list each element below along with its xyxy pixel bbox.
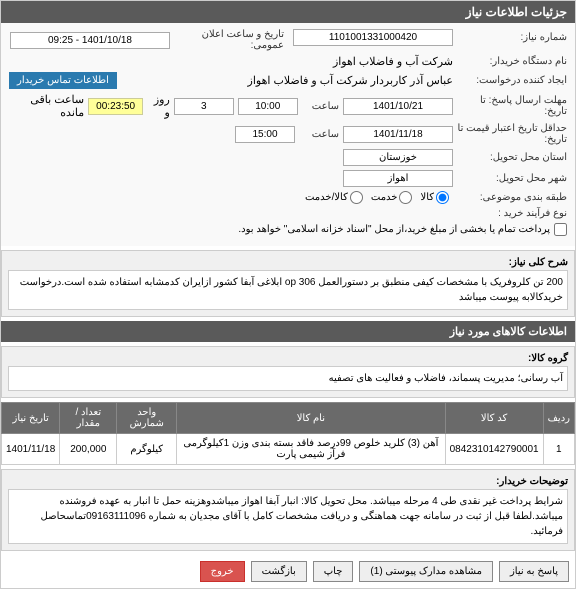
process-label: نوع فرآیند خرید :: [457, 208, 567, 219]
table-cell: آهن (3) کلرید خلوص 99درصد فاقد بسته بندی…: [177, 434, 445, 465]
timer-suffix: ساعت باقی مانده: [9, 93, 84, 119]
province-label: استان محل تحویل:: [457, 152, 567, 163]
print-button[interactable]: چاپ: [313, 561, 354, 582]
back-button[interactable]: بازگشت: [251, 561, 307, 582]
deadline-date: 1401/10/21: [343, 98, 453, 115]
buyer-org-value: شرکت آب و فاضلاب اهواز: [333, 55, 453, 68]
buyer-org-label: نام دستگاه خریدار:: [457, 56, 567, 67]
table-cell: 0842310142790001: [445, 434, 543, 465]
table-cell: 200,000: [60, 434, 117, 465]
deadline-label: مهلت ارسال پاسخ: تا تاریخ:: [457, 95, 567, 117]
city-label: شهر محل تحویل:: [457, 173, 567, 184]
table-header: تعداد / مقدار: [60, 403, 117, 434]
radio-both[interactable]: کالا/خدمت: [305, 191, 363, 204]
panel-title: جزئیات اطلاعات نیاز: [1, 1, 575, 23]
deadline-time: 10:00: [238, 98, 298, 115]
table-cell: 1: [543, 434, 574, 465]
time-label-2: ساعت: [299, 129, 339, 140]
items-header: اطلاعات کالاهای مورد نیاز: [1, 321, 575, 342]
radio-goods-input[interactable]: [436, 191, 449, 204]
validity-time: 15:00: [235, 126, 295, 143]
notes-label: توضیحات خریدار:: [8, 476, 568, 487]
notes-text: شرایط پرداخت غیر نقدی طی 4 مرحله میباشد.…: [8, 489, 568, 544]
announce-date-value: 1401/10/18 - 09:25: [10, 32, 170, 49]
table-header: نام کالا: [177, 403, 445, 434]
group-label: گروه کالا:: [8, 353, 568, 364]
category-label: طبقه بندی موضوعی:: [457, 192, 567, 203]
desc-text: 200 تن کلروفریک با مشخصات کیفی منطبق بر …: [8, 270, 568, 310]
table-row: 10842310142790001آهن (3) کلرید خلوص 99در…: [2, 434, 575, 465]
province-value: خوزستان: [343, 149, 453, 166]
table-cell: 1401/11/18: [2, 434, 60, 465]
requester-label: ایجاد کننده درخواست:: [457, 75, 567, 86]
countdown-timer: 00:23:50: [88, 98, 143, 115]
days-label: روز و: [147, 93, 170, 119]
items-table: ردیفکد کالانام کالاواحد شمارشتعداد / مقد…: [1, 402, 575, 465]
reply-button[interactable]: پاسخ به نیاز: [499, 561, 569, 582]
radio-service-input[interactable]: [399, 191, 412, 204]
table-header: تاریخ نیاز: [2, 403, 60, 434]
table-cell: کیلوگرم: [117, 434, 177, 465]
requester-value: عباس آذر کاربردار شرکت آب و فاضلاب اهواز: [248, 74, 453, 87]
desc-label: شرح کلی نیاز:: [8, 257, 568, 268]
announce-date-label: تاریخ و ساعت اعلان عمومی:: [174, 29, 284, 51]
time-label-1: ساعت: [302, 101, 339, 112]
table-header: ردیف: [543, 403, 574, 434]
validity-date: 1401/11/18: [343, 126, 453, 143]
radio-both-input[interactable]: [350, 191, 363, 204]
validity-label: حداقل تاریخ اعتبار قیمت تا تاریخ:: [457, 123, 567, 145]
contact-info-button[interactable]: اطلاعات تماس خریدار: [9, 72, 117, 89]
attachments-button[interactable]: مشاهده مدارک پیوستی (1): [359, 561, 493, 582]
radio-goods[interactable]: کالا: [420, 191, 449, 204]
table-header: واحد شمارش: [117, 403, 177, 434]
niaz-no-value: 1101001331000420: [293, 29, 453, 46]
group-text: آب رسانی؛ مدیریت پسماند، فاضلاب و فعالیت…: [8, 366, 568, 391]
niaz-no-label: شماره نیاز:: [457, 32, 567, 43]
days-remaining: 3: [174, 98, 234, 115]
reject-button[interactable]: خروج: [200, 561, 245, 582]
city-value: اهواز: [343, 170, 453, 187]
payment-text: پرداخت تمام یا بخشی از مبلغ خرید،از محل …: [238, 224, 550, 235]
payment-checkbox[interactable]: [554, 223, 567, 236]
radio-service[interactable]: خدمت: [371, 191, 413, 204]
table-header: کد کالا: [445, 403, 543, 434]
